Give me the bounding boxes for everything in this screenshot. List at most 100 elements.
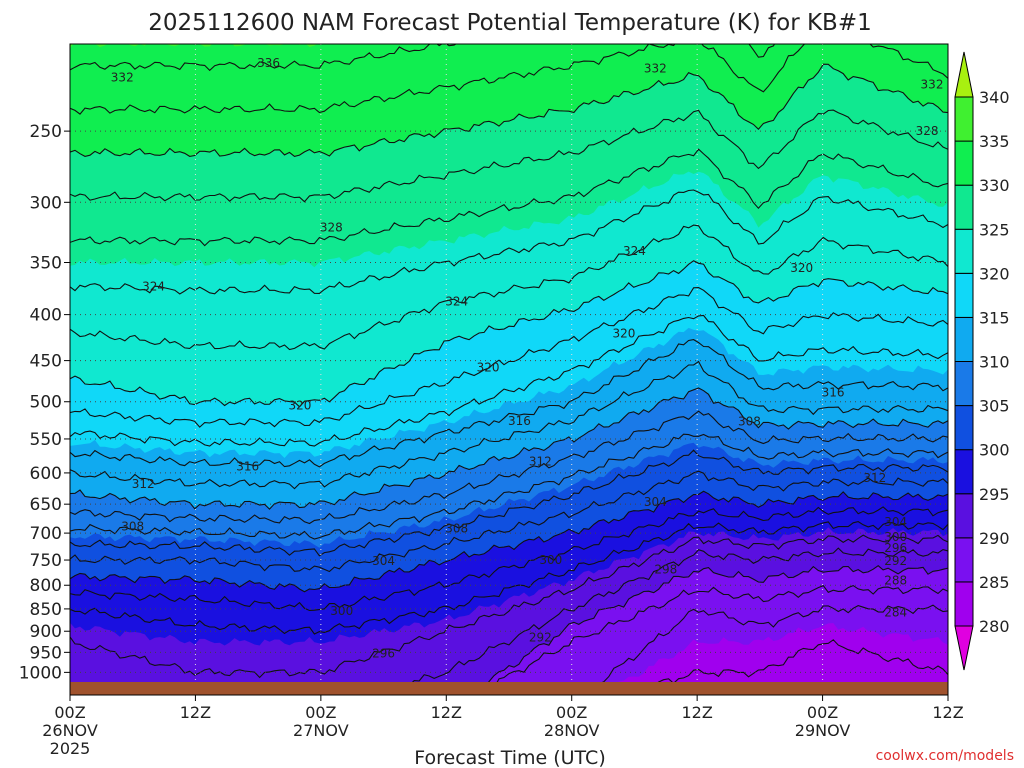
band-285 — [70, 623, 948, 684]
contour-label: 304 — [884, 515, 907, 529]
contour-label: 336 — [257, 56, 280, 70]
contour-labels: 336 332 332 332 328 328 324 324 324 320 320 320 320 3… — [111, 56, 944, 661]
colorbar-label: 305 — [979, 397, 1010, 416]
colorbar-label: 335 — [979, 132, 1010, 151]
contour-label: 320 — [790, 261, 813, 275]
y-tick-label: 250 — [30, 122, 62, 142]
colorbar-swatch-305 — [954, 361, 974, 407]
colorbar-label: 315 — [979, 308, 1010, 327]
contour-label: 312 — [529, 455, 552, 469]
colorbar-swatch-335 — [954, 96, 974, 142]
y-tick-label: 400 — [30, 306, 62, 326]
colorbar-swatch-320 — [954, 228, 974, 274]
contour-294 — [70, 534, 948, 679]
contour-300 — [70, 490, 948, 593]
colorbar-label: 295 — [979, 485, 1010, 504]
contour-338 — [70, 0, 948, 8]
contour-334 — [70, 44, 776, 72]
y-tick-label: 650 — [30, 495, 62, 515]
colorbar-swatch-285 — [954, 537, 974, 583]
contour-label: 316 — [236, 459, 259, 473]
contour-label: 312 — [132, 477, 155, 491]
contour-label: 308 — [445, 522, 468, 536]
contour-label: 304 — [644, 495, 667, 509]
chart-title: 2025112600 NAM Forecast Potential Temper… — [148, 10, 872, 36]
contour-label: 304 — [372, 554, 395, 568]
contour-label: 316 — [822, 385, 845, 399]
y-tick-label: 900 — [30, 622, 62, 642]
contour-label: 298 — [654, 562, 677, 576]
contour-286 — [597, 604, 948, 684]
colorbar-swatch-325 — [954, 184, 974, 230]
contour-302 — [70, 470, 948, 573]
contour-318 — [70, 287, 948, 428]
contour-296 — [70, 521, 948, 635]
contour-316 — [70, 314, 948, 447]
x-year-label: 2025 — [50, 739, 91, 758]
x-axis-label: Forecast Time (UTC) — [414, 747, 605, 768]
contour-314 — [70, 339, 948, 468]
contour-label: 308 — [121, 519, 144, 533]
x-date-label: 26NOV — [42, 721, 98, 740]
contour-label: 296 — [884, 541, 907, 555]
colorbar-label: 300 — [979, 441, 1010, 460]
contour-label: 320 — [477, 360, 500, 374]
contour-298 — [70, 506, 948, 612]
y-tick-label: 1000 — [19, 663, 62, 683]
contour-label: 300 — [884, 530, 907, 544]
contour-label: 320 — [288, 399, 311, 413]
y-tick-label: 500 — [30, 393, 62, 413]
ground-strip — [70, 682, 948, 695]
colorbar-label: 340 — [979, 88, 1010, 107]
contour-label: 328 — [916, 124, 939, 138]
contour-292 — [393, 547, 948, 684]
y-tick-label: 550 — [30, 430, 62, 450]
contour-308 — [70, 410, 948, 525]
x-tick-label: 00Z — [305, 703, 336, 722]
theta-fill-bands — [70, 44, 948, 684]
contour-328 — [70, 109, 948, 203]
y-tick-label: 750 — [30, 551, 62, 571]
contour-label: 324 — [623, 244, 646, 258]
contour-310 — [70, 387, 948, 510]
y-tick-label: 600 — [30, 464, 62, 484]
colorbar-label: 325 — [979, 220, 1010, 239]
colorbar-swatch-310 — [954, 316, 974, 362]
contour-284 — [654, 639, 948, 684]
x-tick-label: 12Z — [932, 703, 963, 722]
y-tick-label: 450 — [30, 352, 62, 372]
contour-288 — [495, 584, 948, 684]
contour-332 — [70, 44, 948, 115]
y-tick-label: 850 — [30, 600, 62, 620]
x-tick-label: 00Z — [556, 703, 587, 722]
contour-326 — [70, 148, 948, 247]
colorbar-swatch-280 — [954, 581, 974, 627]
contour-340 — [70, 0, 948, 8]
contour-324 — [70, 189, 948, 295]
contour-label: 324 — [445, 295, 468, 309]
x-tick-label: 12Z — [681, 703, 712, 722]
contour-304 — [70, 449, 948, 557]
x-tick-label: 12Z — [180, 703, 211, 722]
contour-label: 328 — [320, 220, 343, 234]
contour-label: 292 — [884, 554, 907, 568]
x-date-label: 29NOV — [795, 721, 851, 740]
colorbar-label: 330 — [979, 176, 1010, 195]
y-axis: 2503003504004505005506006507007508008509… — [19, 122, 70, 683]
contour-label: 300 — [330, 604, 353, 618]
contour-label: 332 — [644, 62, 667, 76]
contour-312 — [70, 360, 948, 490]
x-tick-label: 00Z — [54, 703, 85, 722]
contour-label: 288 — [884, 573, 907, 587]
contour-label: 332 — [111, 71, 134, 85]
colorbar-label: 320 — [979, 264, 1010, 283]
plot-frame — [69, 43, 949, 696]
contour-label: 316 — [508, 414, 531, 428]
contour-322 — [70, 224, 948, 351]
colorbar-label: 290 — [979, 529, 1010, 548]
contour-label: 292 — [529, 630, 552, 644]
contour-320 — [70, 260, 948, 408]
colorbar-label: 310 — [979, 353, 1010, 372]
contour-label: 324 — [142, 279, 165, 293]
